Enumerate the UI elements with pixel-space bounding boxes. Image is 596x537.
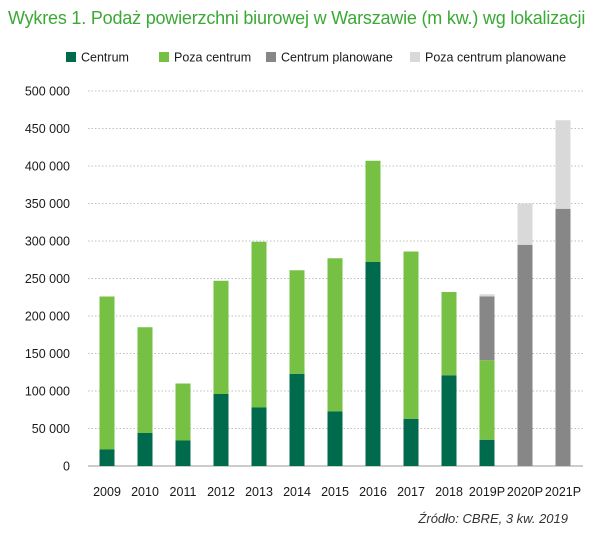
bar-segment: [137, 433, 153, 466]
bar-segment: [137, 327, 153, 433]
x-tick-label: 2014: [283, 485, 311, 499]
x-tick-label: 2021P: [545, 485, 581, 499]
y-tick-label: 400 000: [25, 160, 70, 174]
legend-label: Centrum: [81, 51, 129, 65]
y-tick-label: 50 000: [32, 422, 70, 436]
x-tick-label: 2020P: [507, 485, 543, 499]
x-tick-label: 2015: [321, 485, 349, 499]
bar-segment: [555, 120, 571, 209]
legend-label: Poza centrum: [174, 51, 251, 65]
bar-segment: [479, 439, 495, 466]
chart-source: Źródło: CBRE, 3 kw. 2019: [418, 511, 568, 526]
bar-segment: [403, 418, 419, 466]
bar-segment: [555, 208, 571, 466]
y-tick-label: 150 000: [25, 347, 70, 361]
legend-swatch: [410, 52, 420, 62]
bar-segment: [441, 292, 457, 376]
bar-segment: [213, 394, 229, 466]
y-tick-label: 500 000: [25, 85, 70, 99]
y-tick-label: 300 000: [25, 235, 70, 249]
bar-segment: [175, 383, 191, 441]
x-tick-label: 2013: [245, 485, 273, 499]
bar-segment: [479, 294, 495, 297]
bar-segment: [99, 296, 115, 450]
bar-segment: [517, 244, 533, 466]
bar-segment: [213, 280, 229, 394]
x-tick-label: 2017: [397, 485, 425, 499]
x-tick-label: 2018: [435, 485, 463, 499]
x-axis-ticks: 2009 2010 2011 2012 2013 2014 2015 2016 2017 2018…: [93, 485, 581, 499]
bar-segment: [175, 440, 191, 466]
bars: [99, 120, 571, 466]
bar-segment: [251, 407, 267, 466]
x-tick-label: 2009: [93, 485, 121, 499]
chart-title: Wykres 1. Podaż powierzchni biurowej w W…: [8, 8, 586, 28]
y-axis-ticks: 0 50 000 100 000 150 000 200 000 250 000 300 0…: [25, 85, 70, 474]
bar-segment: [251, 241, 267, 408]
bar-segment: [517, 203, 533, 245]
y-tick-label: 100 000: [25, 385, 70, 399]
legend-label: Poza centrum planowane: [425, 51, 566, 65]
y-tick-label: 0: [63, 460, 70, 474]
y-tick-label: 350 000: [25, 197, 70, 211]
legend-label: Centrum planowane: [281, 51, 393, 65]
x-tick-label: 2010: [131, 485, 159, 499]
bar-segment: [403, 251, 419, 419]
y-tick-label: 250 000: [25, 272, 70, 286]
bar-segment: [289, 373, 305, 466]
bar-segment: [327, 258, 343, 412]
y-tick-label: 200 000: [25, 310, 70, 324]
x-tick-label: 2011: [170, 485, 197, 499]
x-tick-label: 2012: [207, 485, 235, 499]
legend-swatch: [66, 52, 76, 62]
legend-swatch: [266, 52, 276, 62]
legend-swatch: [159, 52, 169, 62]
bar-segment: [99, 449, 115, 466]
y-tick-label: 450 000: [25, 122, 70, 136]
legend: Centrum Poza centrum Centrum planowane Poza…: [66, 51, 566, 65]
bar-segment: [479, 360, 495, 440]
bar-segment: [289, 270, 305, 374]
bar-segment: [441, 375, 457, 466]
bar-segment: [365, 160, 381, 262]
x-tick-label: 2016: [359, 485, 387, 499]
bar-segment: [327, 411, 343, 466]
bar-segment: [479, 296, 495, 361]
bar-segment: [365, 262, 381, 466]
x-tick-label: 2019P: [469, 485, 505, 499]
